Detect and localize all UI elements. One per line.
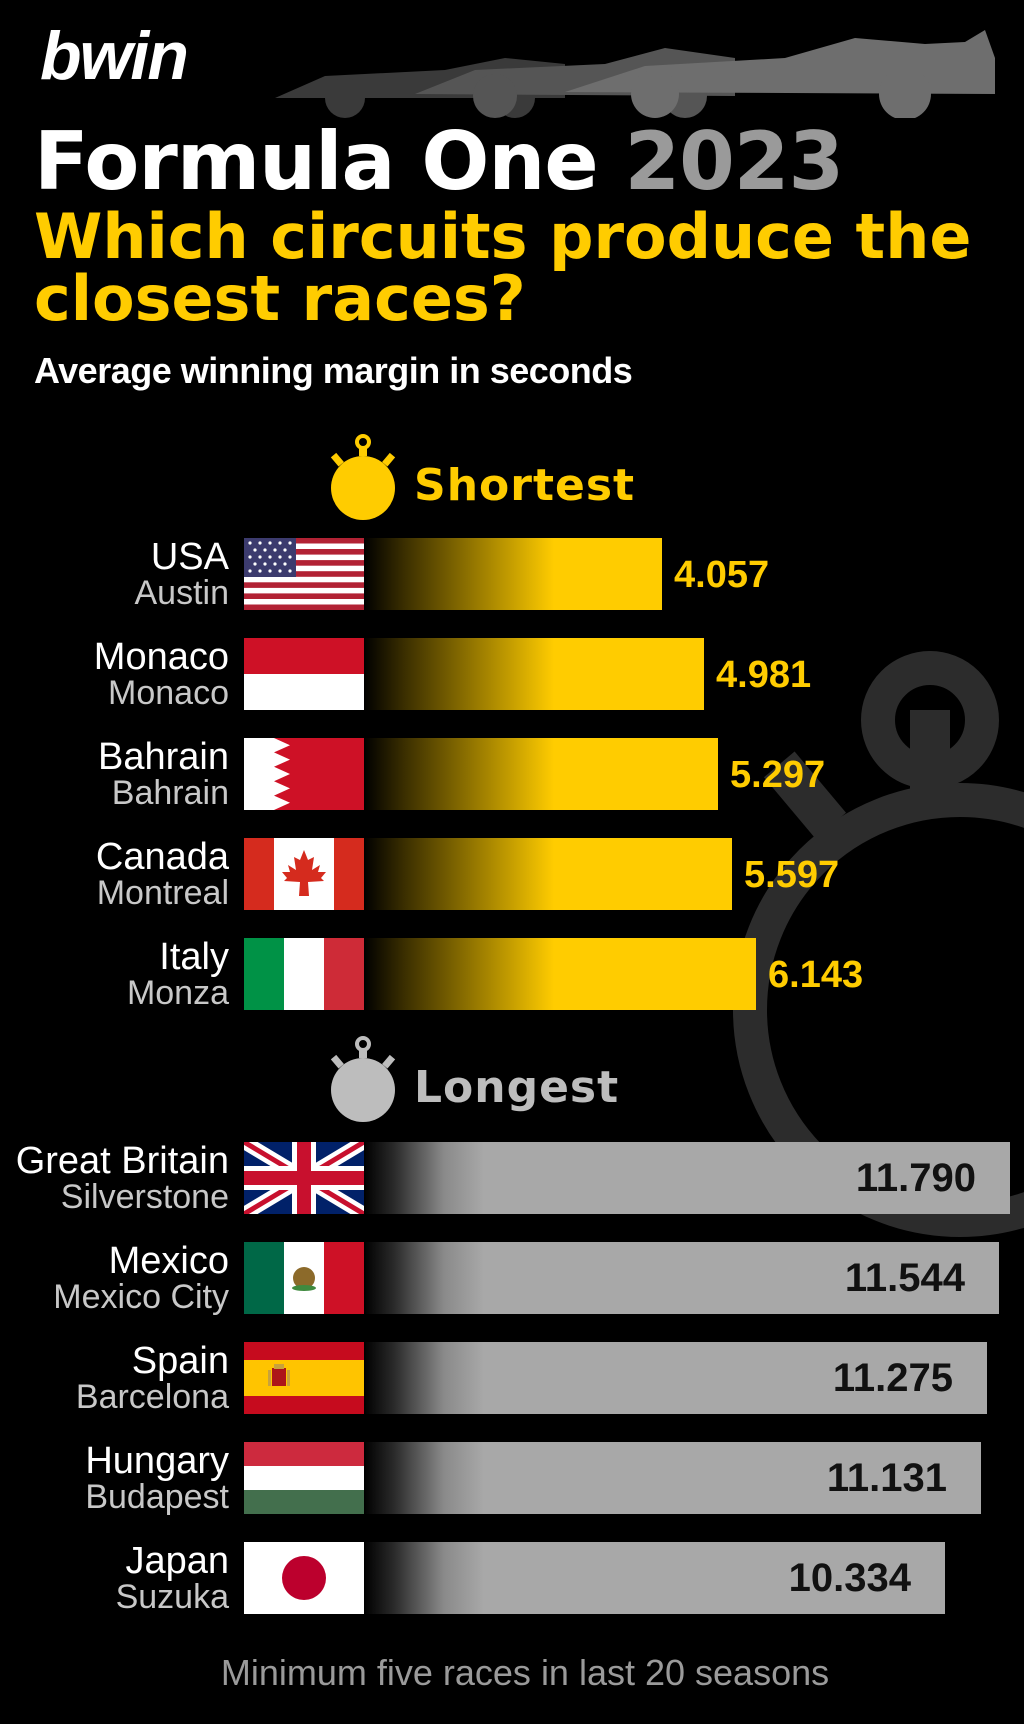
spain-flag-icon — [244, 1342, 364, 1414]
value-label-hungary: 11.131 — [826, 1456, 947, 1500]
country-label: Spain — [131, 1340, 229, 1382]
bar-mexico — [364, 1242, 999, 1314]
value-label-bahrain: 5.297 — [730, 754, 826, 796]
circuit-label: Budapest — [85, 1478, 229, 1516]
stopwatch-yellow-icon — [330, 434, 396, 520]
bar-canada — [364, 838, 732, 910]
bar-monaco — [364, 638, 704, 710]
value-label-canada: 5.597 — [744, 854, 840, 896]
country-label: Japan — [125, 1540, 229, 1582]
circuit-label: Suzuka — [115, 1578, 229, 1616]
value-label-usa: 4.057 — [674, 554, 770, 596]
country-label: Canada — [95, 836, 229, 878]
circuit-label: Mexico City — [53, 1278, 229, 1316]
circuit-label: Bahrain — [111, 774, 229, 812]
bar-bahrain — [364, 738, 718, 810]
circuit-label: Monza — [126, 974, 229, 1012]
country-label: Monaco — [93, 636, 229, 678]
bar-great-britain — [364, 1142, 1010, 1214]
value-label-mexico: 11.544 — [844, 1256, 965, 1300]
section-title-shortest: Shortest — [414, 460, 636, 511]
value-label-monaco: 4.981 — [716, 654, 812, 696]
stopwatch-grey-icon — [330, 1036, 396, 1122]
value-label-great-britain: 11.790 — [855, 1156, 976, 1200]
usa-flag-icon — [244, 538, 364, 610]
bahrain-flag-icon — [244, 738, 364, 810]
section-title-longest: Longest — [414, 1062, 620, 1113]
hungary-flag-icon — [244, 1442, 364, 1514]
italy-flag-icon — [244, 938, 364, 1010]
circuit-label: Montreal — [96, 874, 229, 912]
monaco-flag-icon — [244, 638, 364, 710]
title-main: Formula One — [34, 115, 599, 208]
canada-flag-icon — [244, 838, 364, 910]
bar-italy — [364, 938, 756, 1010]
bwin-logo: bwin — [40, 18, 189, 94]
bar-japan — [364, 1542, 945, 1614]
circuit-label: Austin — [134, 574, 230, 612]
circuit-label: Monaco — [108, 674, 229, 712]
bar-usa — [364, 538, 662, 610]
value-label-spain: 11.275 — [832, 1356, 953, 1400]
country-label: Hungary — [85, 1440, 229, 1482]
country-label: Bahrain — [98, 736, 229, 778]
country-label: Great Britain — [15, 1140, 229, 1182]
country-label: USA — [150, 536, 229, 578]
bar-hungary — [364, 1442, 981, 1514]
circuit-label: Barcelona — [75, 1378, 229, 1416]
mexico-flag-icon — [244, 1242, 364, 1314]
japan-flag-icon — [244, 1542, 364, 1614]
value-label-japan: 10.334 — [788, 1556, 911, 1600]
circuit-label: Silverstone — [60, 1178, 229, 1216]
subtitle: Average winning margin in seconds — [34, 350, 633, 391]
bar-spain — [364, 1342, 987, 1414]
uk-flag-icon — [244, 1142, 364, 1214]
country-label: Mexico — [108, 1240, 229, 1282]
headline: Which circuits produce the closest races… — [34, 200, 972, 335]
value-label-italy: 6.143 — [768, 954, 864, 996]
country-label: Italy — [159, 936, 229, 978]
stopwatch-outline-icon — [733, 651, 1024, 1237]
footnote: Minimum five races in last 20 seasons — [220, 1652, 830, 1693]
page-title: Formula One 2023 — [34, 122, 844, 202]
race-car-silhouettes — [275, 30, 995, 118]
title-year: 2023 — [624, 115, 844, 208]
